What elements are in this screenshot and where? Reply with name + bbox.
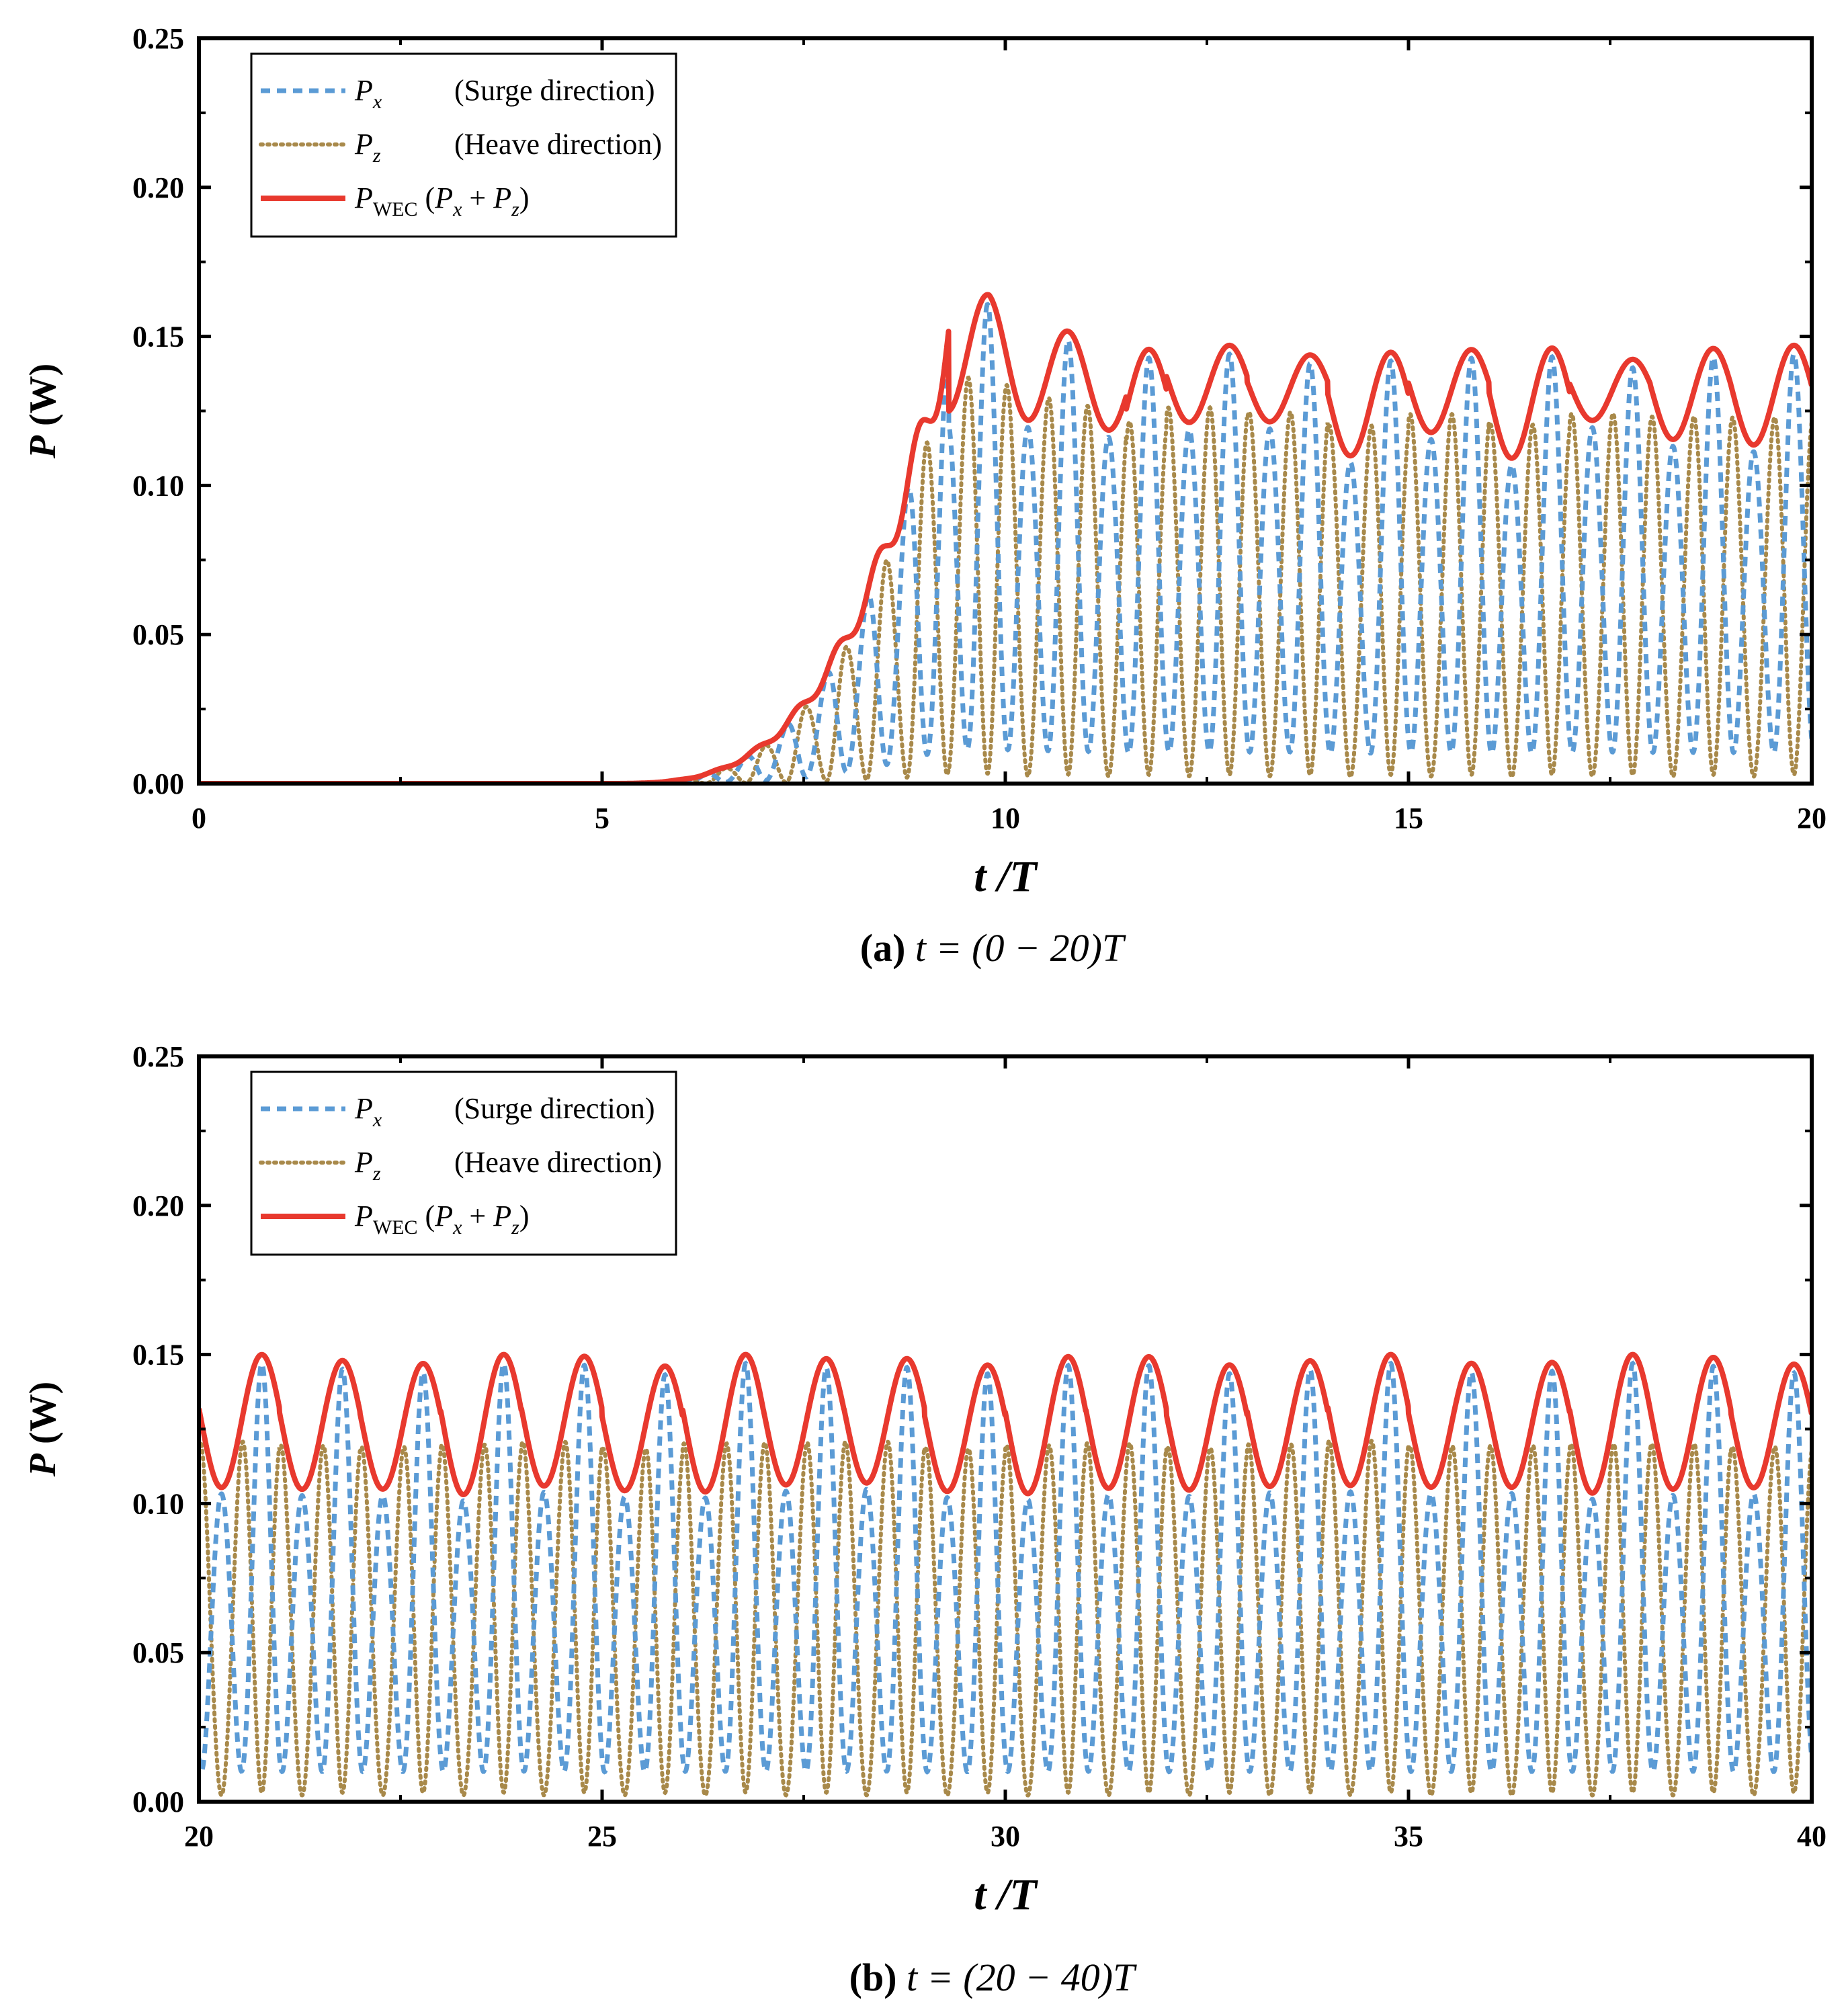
legend-label-1: Pz (Heave direction) <box>354 1146 662 1185</box>
plot-area <box>199 292 1812 784</box>
series-pz-line <box>199 375 1812 784</box>
y-tick-label: 0.25 <box>132 22 184 55</box>
y-axis-title: P (W) <box>22 364 64 460</box>
y-tick-label: 0.15 <box>132 321 184 353</box>
x-tick-label: 5 <box>595 802 610 835</box>
series-px-line <box>199 301 1812 784</box>
y-tick-label: 0.20 <box>132 171 184 204</box>
x-tick-label: 30 <box>991 1820 1020 1853</box>
legend: Px (Surge direction) Pz (Heave direction) PW… <box>250 52 677 238</box>
y-tick-label: 0.10 <box>132 469 184 502</box>
x-tick-label: 20 <box>184 1820 214 1853</box>
legend: Px (Surge direction) Pz (Heave direction) PW… <box>250 1071 677 1256</box>
x-tick-label: 10 <box>991 802 1020 835</box>
series-pwec-line <box>199 292 1812 784</box>
y-tick-label: 0.00 <box>132 1786 184 1818</box>
chart-panel-b: 0.00 0.05 0.10 0.15 0.20 0.25 20 25 30 35 40 t /T P … <box>22 1040 1826 1999</box>
series-pwec-line <box>199 1351 1812 1497</box>
y-tick-label: 0.00 <box>132 767 184 800</box>
plot-area <box>199 1351 1812 1798</box>
chart-panel-a: 0.00 0.05 0.10 0.15 0.20 0.25 0 5 10 15 20 t /T P (W… <box>22 22 1826 970</box>
x-axis-title: t /T <box>974 1870 1038 1919</box>
panel-caption: (a) t = (0 − 20)T <box>860 926 1126 970</box>
x-tick-label: 15 <box>1394 802 1423 835</box>
panel-caption: (b) t = (20 − 40)T <box>849 1956 1137 1999</box>
y-axis-title: P (W) <box>22 1382 64 1478</box>
x-tick-label: 20 <box>1797 802 1826 835</box>
y-tick-label: 0.05 <box>132 618 184 651</box>
x-axis-title: t /T <box>974 852 1038 901</box>
legend-label-1: Pz (Heave direction) <box>354 128 662 167</box>
legend-label-0: Px (Surge direction) <box>354 74 655 113</box>
y-tick-label: 0.20 <box>132 1189 184 1222</box>
series-px-line <box>199 1360 1812 1775</box>
y-tick-label: 0.25 <box>132 1040 184 1073</box>
x-tick-label: 35 <box>1394 1820 1423 1853</box>
legend-label-2: PWEC (Px + Pz) <box>354 1200 529 1239</box>
y-tick-label: 0.15 <box>132 1339 184 1372</box>
series-pz-line <box>199 1438 1812 1798</box>
y-tick-label: 0.10 <box>132 1487 184 1520</box>
legend-label-0: Px (Surge direction) <box>354 1092 655 1131</box>
legend-label-2: PWEC (Px + Pz) <box>354 181 529 220</box>
x-tick-label: 40 <box>1797 1820 1826 1853</box>
x-tick-label: 0 <box>192 802 206 835</box>
y-tick-label: 0.05 <box>132 1636 184 1669</box>
x-tick-label: 25 <box>587 1820 617 1853</box>
